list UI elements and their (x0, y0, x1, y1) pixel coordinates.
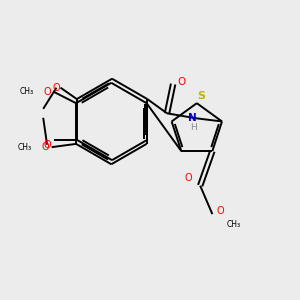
Text: S: S (198, 91, 206, 101)
Text: N: N (188, 113, 197, 123)
Text: H: H (190, 123, 196, 132)
Text: CH₃: CH₃ (226, 220, 241, 229)
Text: O: O (177, 76, 185, 87)
Text: O: O (52, 83, 60, 93)
Text: O: O (43, 140, 51, 150)
Text: O: O (42, 142, 49, 152)
Text: CH₃: CH₃ (17, 142, 31, 152)
Text: CH₃: CH₃ (19, 87, 33, 96)
Text: O: O (185, 173, 193, 183)
Text: O: O (217, 206, 224, 216)
Text: O: O (44, 87, 51, 97)
